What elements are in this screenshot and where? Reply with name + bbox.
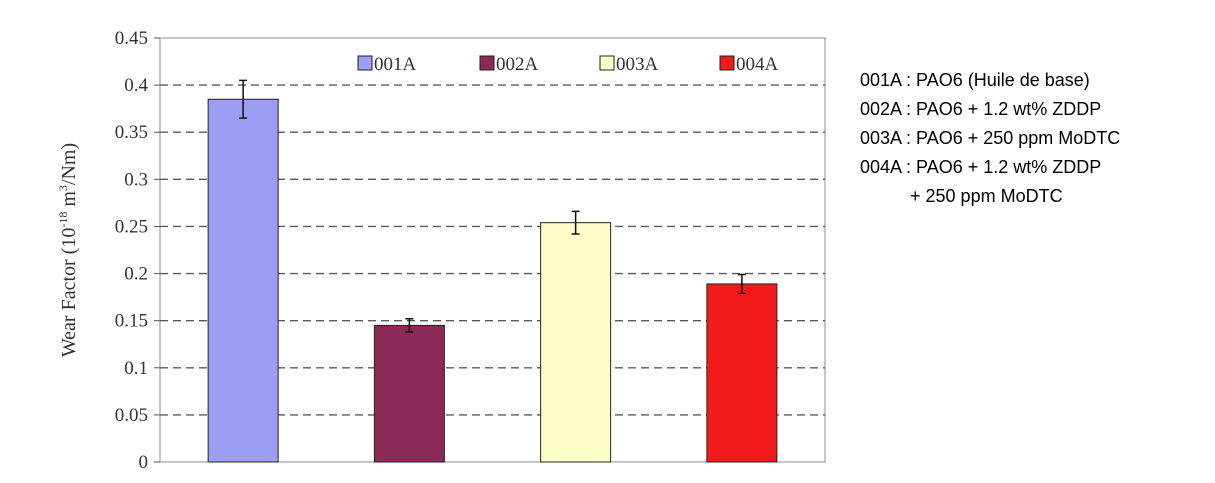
legend-label-004a: 004A xyxy=(736,54,779,75)
y-axis-label-end: /Nm) xyxy=(58,143,80,185)
y-tick-label: 0.1 xyxy=(124,358,148,379)
legend-label-001a: 001A xyxy=(374,54,417,75)
y-tick-label: 0.45 xyxy=(115,28,148,49)
y-tick-label: 0.15 xyxy=(115,311,148,332)
legend-swatch-002a xyxy=(479,55,495,71)
y-tick-label: 0.05 xyxy=(115,405,148,426)
legend-swatch-001a xyxy=(357,55,373,71)
y-axis-label: Wear Factor (10-18 m3/Nm) xyxy=(56,143,80,357)
y-tick-label: 0.25 xyxy=(115,216,148,237)
note-004a: 004A : PAO6 + 1.2 wt% ZDDP xyxy=(860,157,1102,177)
y-axis-label-exp1: -18 xyxy=(56,212,70,228)
y-tick-label: 0.3 xyxy=(124,169,148,190)
y-tick-label: 0.35 xyxy=(115,122,148,143)
bar-001a xyxy=(207,98,279,463)
y-axis: 0 0.05 0.1 0.15 0.2 0.25 0.3 0.35 0.4 0.45 xyxy=(115,28,160,473)
bar-003a xyxy=(540,222,612,463)
legend: 001A 002A 003A 004A xyxy=(357,54,779,75)
sample-notes: 001A : PAO6 (Huile de base) 002A : PAO6 … xyxy=(860,66,1120,211)
note-003a: 003A : PAO6 + 250 ppm MoDTC xyxy=(860,128,1121,148)
y-axis-label-mid: m xyxy=(58,191,80,212)
error-bars xyxy=(239,79,746,333)
bar-002a xyxy=(373,324,445,463)
wear-factor-chart: 00.050.10.150.20.250.30.350.40.45 001A 00… xyxy=(56,28,826,473)
note-002a: 002A : PAO6 + 1.2 wt% ZDDP xyxy=(860,99,1102,119)
y-axis-label-exp2: 3 xyxy=(56,185,70,191)
legend-label-002a: 002A xyxy=(496,54,539,75)
bars xyxy=(207,98,778,463)
legend-swatch-003a xyxy=(599,55,615,71)
note-004a-continued: + 250 ppm MoDTC xyxy=(860,186,1063,206)
y-axis-label-main: Wear Factor (10 xyxy=(58,228,80,357)
legend-label-003a: 003A xyxy=(616,54,659,75)
bar-004a xyxy=(706,283,778,463)
y-tick-label: 0 xyxy=(139,452,149,473)
note-001a: 001A : PAO6 (Huile de base) xyxy=(860,70,1090,90)
legend-swatch-004a xyxy=(719,55,735,71)
y-tick-label: 0.4 xyxy=(124,75,148,96)
y-tick-label: 0.2 xyxy=(124,264,148,285)
